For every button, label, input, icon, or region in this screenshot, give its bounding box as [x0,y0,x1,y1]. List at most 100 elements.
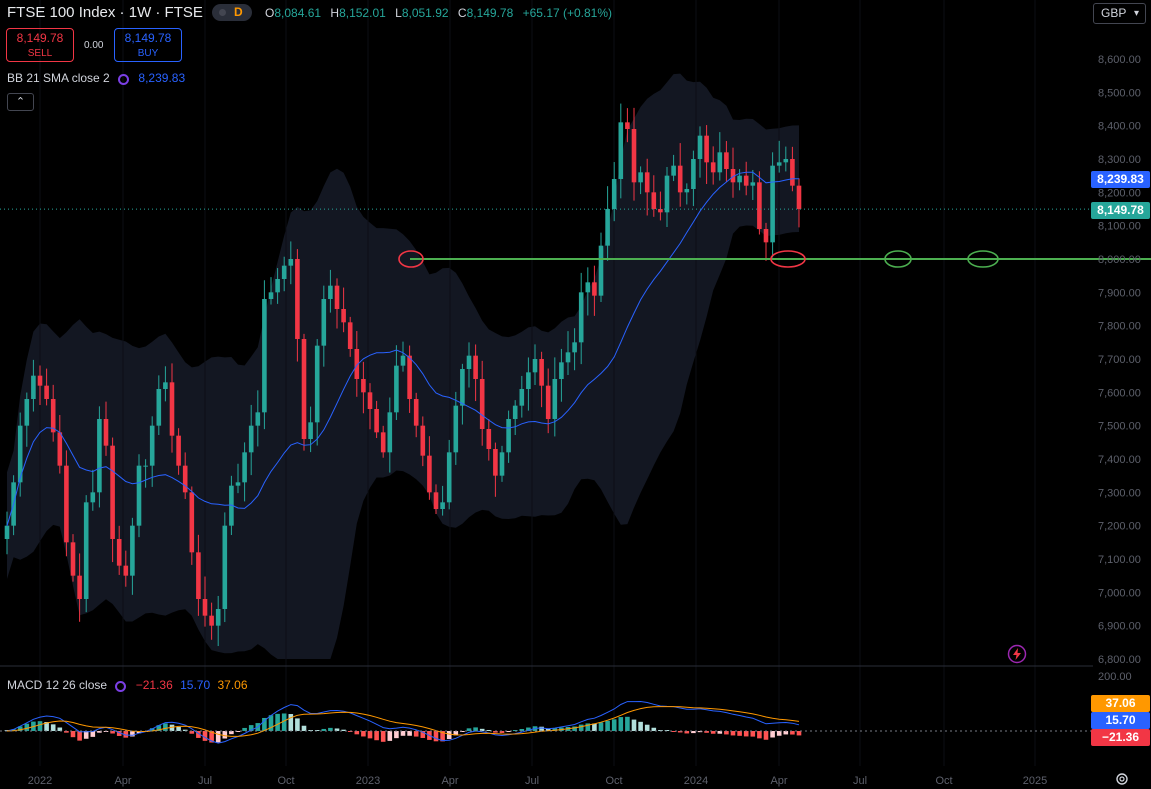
candle-body[interactable] [770,165,775,243]
annotation-ellipse[interactable] [770,250,806,268]
candle-body[interactable] [235,482,241,486]
candle-body[interactable] [4,525,10,539]
candle-body[interactable] [374,409,379,433]
collapse-legend-button[interactable]: ⌃ [7,93,34,111]
candle-body[interactable] [83,502,89,599]
candle-body[interactable] [473,355,478,379]
candle-body[interactable] [479,379,485,429]
candle-body[interactable] [196,552,201,599]
candle-body[interactable] [552,379,558,419]
candle-body[interactable] [539,359,544,386]
candle-body[interactable] [308,422,313,439]
candle-body[interactable] [156,389,162,426]
candle-body[interactable] [545,385,551,419]
candle-body[interactable] [790,159,795,186]
candle-body[interactable] [314,345,320,423]
candle-body[interactable] [169,382,175,436]
candle-body[interactable] [182,465,188,493]
candle-body[interactable] [776,162,782,166]
candle-body[interactable] [400,355,406,366]
candle-body[interactable] [242,452,247,483]
candle-body[interactable] [123,565,129,576]
candle-body[interactable] [407,355,412,399]
candle-body[interactable] [796,185,802,210]
candle-body[interactable] [644,172,650,193]
candle-body[interactable] [116,539,122,566]
candle-body[interactable] [585,282,591,293]
candle-body[interactable] [334,285,340,309]
candle-body[interactable] [189,492,195,553]
candle-body[interactable] [354,349,360,379]
candle-body[interactable] [50,399,56,433]
candle-body[interactable] [704,135,709,163]
candle-body[interactable] [598,245,604,296]
candle-body[interactable] [519,389,525,406]
candle-body[interactable] [347,322,353,349]
candle-body[interactable] [90,492,96,503]
candle-body[interactable] [750,182,756,186]
candle-body[interactable] [394,365,399,413]
annotation-ellipse[interactable] [398,250,424,268]
indicator-circle-icon[interactable] [118,74,130,85]
candle-body[interactable] [565,352,571,363]
candle-body[interactable] [664,175,670,213]
candle-body[interactable] [453,405,459,453]
candle-body[interactable] [37,375,43,386]
candle-body[interactable] [149,425,155,466]
candle-body[interactable] [222,525,228,609]
sell-button[interactable]: 8,149.78 SELL [6,28,74,62]
settings-gear-icon[interactable] [1115,772,1129,786]
candle-body[interactable] [202,599,208,616]
candle-body[interactable] [17,425,23,483]
candle-body[interactable] [295,259,300,339]
candle-body[interactable] [625,122,630,129]
candle-body[interactable] [209,615,214,626]
candle-body[interactable] [730,169,736,183]
candle-body[interactable] [103,419,109,446]
candle-body[interactable] [341,309,346,323]
candle-body[interactable] [710,162,716,173]
candle-body[interactable] [757,182,762,229]
candle-body[interactable] [255,412,261,426]
candle-body[interactable] [743,175,749,186]
candle-body[interactable] [466,355,472,369]
macd-legend[interactable]: MACD 12 26 close −21.36 15.70 37.06 [7,678,248,692]
candle-body[interactable] [262,299,267,413]
candle-body[interactable] [97,419,102,493]
candle-body[interactable] [638,172,643,183]
candle-body[interactable] [31,375,36,399]
candle-body[interactable] [64,465,69,543]
candle-body[interactable] [77,575,82,599]
candle-body[interactable] [493,449,498,476]
candle-body[interactable] [658,209,663,213]
candle-body[interactable] [321,299,327,346]
candle-body[interactable] [248,425,254,453]
candle-body[interactable] [367,392,373,409]
candle-body[interactable] [70,542,76,576]
candle-body[interactable] [44,385,49,399]
candle-body[interactable] [163,382,168,389]
candle-body[interactable] [143,465,148,467]
candle-body[interactable] [446,452,452,503]
candle-body[interactable] [512,405,518,419]
candle-body[interactable] [506,419,511,453]
candle-body[interactable] [499,452,505,476]
indicator-circle-icon[interactable] [115,681,127,692]
symbol-title[interactable]: FTSE 100 Index · 1W · FTSE [7,4,203,21]
candle-body[interactable] [215,609,221,626]
candle-body[interactable] [130,525,135,576]
flash-icon[interactable] [1007,644,1027,664]
candle-body[interactable] [592,282,597,296]
candle-body[interactable] [724,152,729,169]
candle-body[interactable] [420,425,426,456]
candle-body[interactable] [433,492,439,509]
candle-body[interactable] [136,465,142,526]
candle-body[interactable] [486,429,492,449]
candle-body[interactable] [427,455,432,493]
candle-body[interactable] [691,159,696,189]
candle-body[interactable] [651,192,657,209]
candle-body[interactable] [301,339,307,439]
candle-body[interactable] [559,362,564,379]
candle-body[interactable] [697,135,703,159]
candle-body[interactable] [611,179,617,209]
